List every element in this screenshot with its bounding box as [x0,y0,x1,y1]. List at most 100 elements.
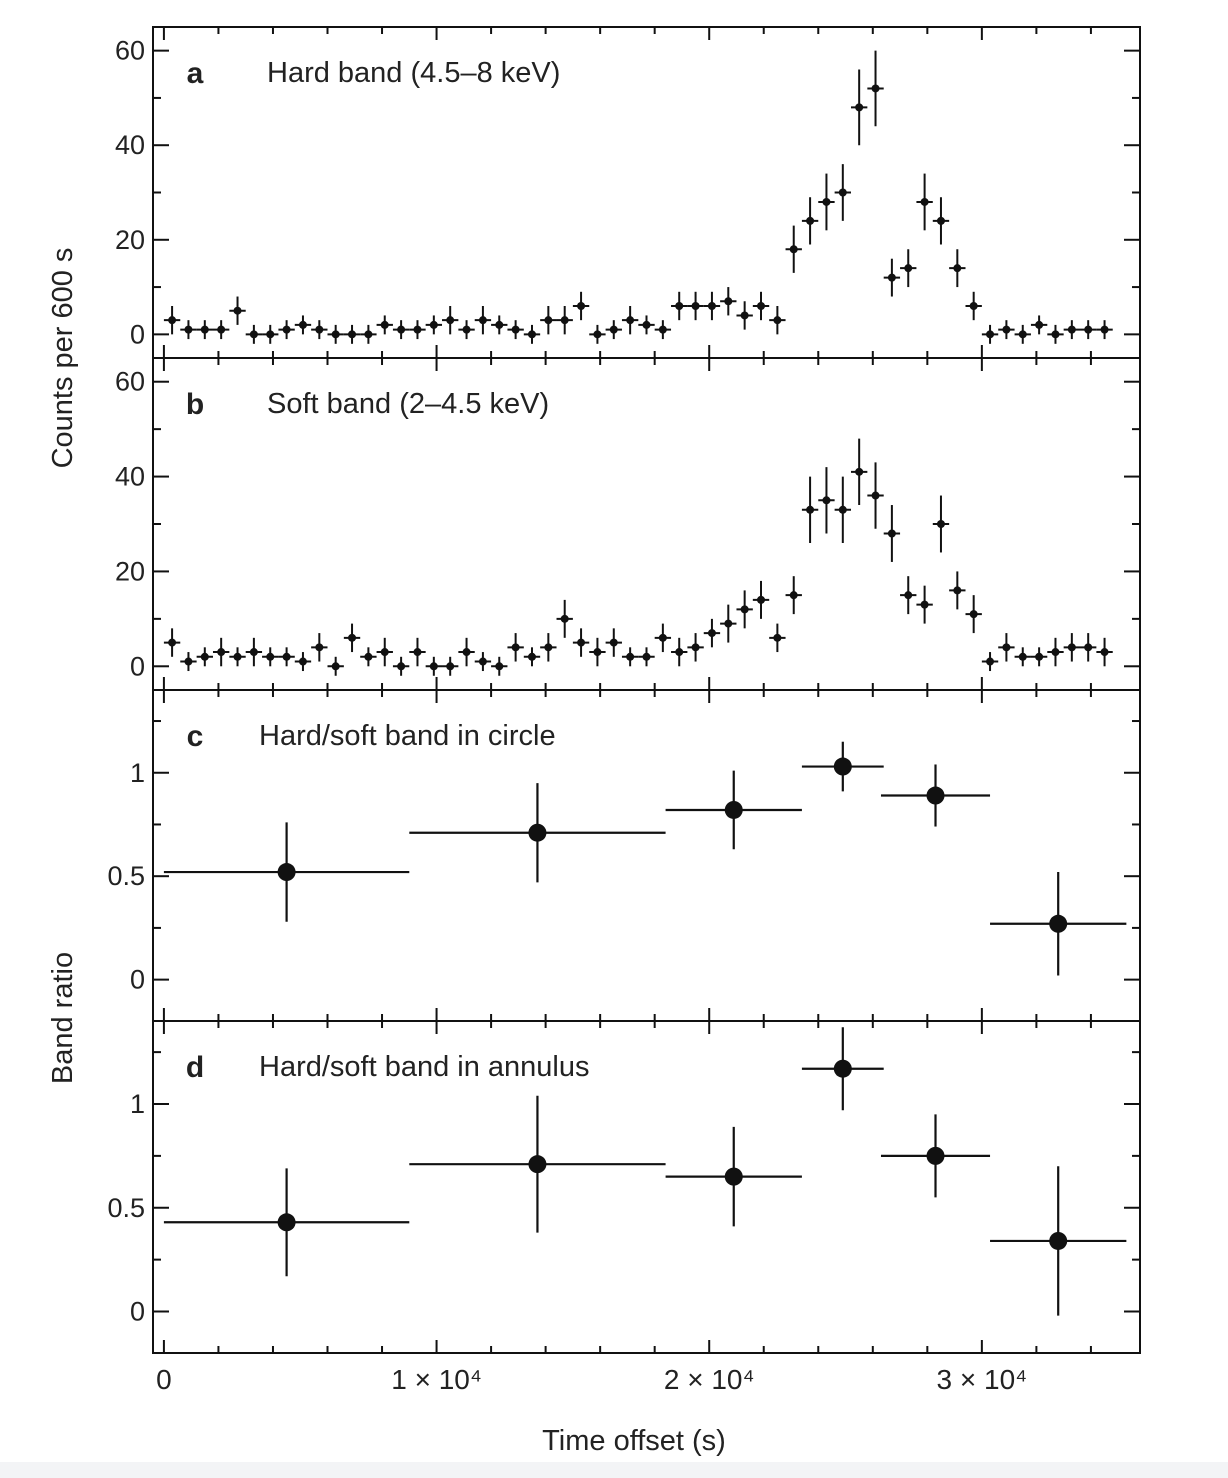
marker [789,245,798,254]
marker [871,491,880,500]
marker [495,320,504,329]
data-point [720,287,737,316]
panel-d-frame [152,1020,1141,1354]
marker [1018,330,1027,339]
data-point [1080,320,1097,340]
marker [920,197,929,206]
data-point [212,637,230,667]
data-point [900,249,917,288]
data-point [409,1095,666,1233]
data-point [703,618,721,648]
data-point [621,647,639,667]
marker [511,643,520,652]
data-point [294,315,312,335]
data-point [932,197,950,245]
data-point [654,623,672,653]
marker [855,467,864,476]
data-point [867,462,884,529]
panel-d: 0 0.5 1 d Hard/soft band in annulus [107,1020,1141,1354]
data-point [720,604,737,643]
marker [926,1146,945,1165]
panel-a: 0 20 40 60 a Hard band (4.5–8 keV) [115,26,1141,359]
data-point [834,164,851,221]
data-point [949,249,966,288]
marker [740,605,749,614]
marker [609,325,618,334]
marker [855,103,864,112]
data-point [360,324,377,344]
data-point [818,173,835,231]
data-point [376,637,393,667]
marker [233,306,242,315]
marker [266,652,275,661]
marker [833,1059,852,1078]
marker [249,330,258,339]
marker [707,301,716,310]
data-point [196,647,213,667]
marker [429,662,438,671]
marker [413,325,422,334]
marker [282,652,291,661]
marker [462,325,471,334]
marker [626,316,635,325]
data-point [294,652,312,672]
data-point [572,628,590,657]
data-point [589,324,606,344]
marker [707,629,716,638]
marker [397,325,406,334]
data-point [900,576,917,615]
marker [822,496,831,505]
marker [577,301,586,310]
data-point [850,438,868,506]
data-point [965,291,982,321]
data-point [458,637,475,667]
data-point [880,764,991,827]
marker [1002,643,1011,652]
data-point [801,197,819,245]
data-point [1014,647,1031,667]
data-point [180,320,197,340]
marker [904,264,913,273]
data-point [572,291,590,321]
data-point [671,637,688,667]
marker [757,595,766,604]
data-point [1063,633,1081,662]
y-tick-label: 40 [115,130,145,160]
data-point [491,656,508,676]
marker [724,1167,743,1186]
marker [364,652,373,661]
marker [936,520,945,528]
marker [577,638,586,647]
data-point [442,656,459,676]
panel-b-letter: b [186,388,204,421]
data-point [671,291,688,321]
marker [986,330,995,339]
panel-b: 0 20 40 60 b Soft band (2–4.5 keV) [115,357,1141,691]
data-point [785,576,802,615]
data-point [540,633,557,662]
data-point [491,315,508,335]
marker [806,505,815,514]
marker [217,325,226,334]
data-point [834,476,851,543]
marker [446,316,455,325]
data-point [769,623,786,653]
y-tick-label: 0 [130,1297,145,1327]
marker [233,652,242,661]
marker [1084,643,1093,652]
marker [1049,914,1068,933]
marker [1100,648,1109,657]
marker [593,330,602,339]
data-point [163,1168,410,1277]
marker [315,325,324,334]
marker [969,301,978,310]
marker [724,800,743,819]
data-point [638,647,655,667]
marker [838,188,847,197]
data-point [1096,320,1113,340]
data-point [376,315,393,335]
data-point [998,320,1015,340]
data-point [409,320,426,340]
data-point [1030,647,1048,667]
